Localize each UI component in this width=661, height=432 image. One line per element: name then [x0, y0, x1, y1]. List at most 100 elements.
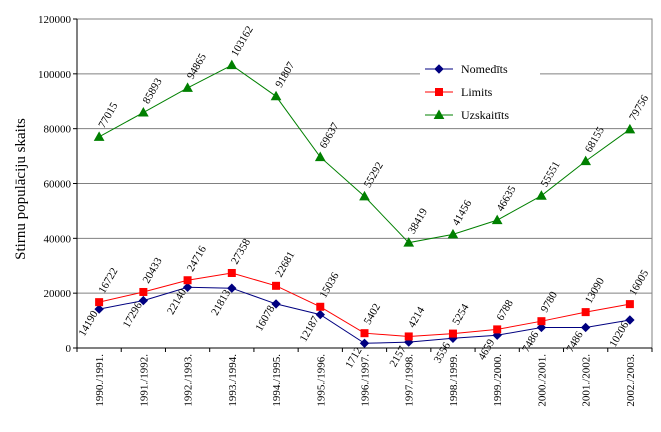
data-point [625, 300, 634, 309]
y-tick-label: 40000 [44, 233, 72, 245]
y-tick-label: 100000 [38, 69, 72, 81]
data-point [270, 90, 282, 101]
data-point [94, 304, 104, 314]
legend-label: Uzskaitīts [461, 108, 509, 122]
data-label: 5402 [362, 302, 383, 327]
data-point [536, 190, 547, 200]
y-tick-label: 20000 [44, 288, 72, 300]
data-point [227, 268, 236, 277]
data-point [182, 82, 193, 92]
data-point [581, 308, 590, 317]
data-label: 13090 [583, 275, 607, 305]
data-label: 22681 [273, 250, 297, 280]
data-point [625, 315, 635, 325]
data-label: 94865 [185, 51, 209, 81]
data-label: 41456 [450, 198, 474, 228]
data-label: 7486 [520, 329, 542, 354]
data-point [227, 283, 237, 293]
data-label: 38419 [406, 206, 430, 236]
data-label: 103162 [229, 24, 256, 59]
y-axis-ticks: 0 20000 40000 60000 80000 100000 120000 [38, 14, 77, 355]
data-point [315, 309, 325, 320]
data-point [360, 329, 369, 338]
data-label: 15036 [317, 270, 341, 300]
legend-marker [435, 88, 443, 96]
data-point [448, 329, 457, 338]
x-tick-label: 1993./1994. [227, 354, 239, 407]
data-point [359, 190, 370, 201]
data-point [493, 325, 502, 334]
legend-item: Limits [425, 85, 493, 99]
data-label: 55551 [539, 159, 563, 189]
x-tick-label: 1995./1996. [315, 354, 327, 407]
data-label: 69637 [317, 120, 341, 150]
legend-marker [433, 109, 445, 119]
series-line [98, 64, 631, 244]
data-point [271, 299, 281, 309]
x-tick-label: 2002./2003. [625, 354, 637, 407]
legend-label: Limits [461, 85, 493, 99]
data-label: 91807 [273, 60, 297, 90]
x-tick-label: 1992./1993. [183, 354, 195, 407]
data-point [491, 214, 503, 225]
data-label: 4214 [406, 304, 428, 329]
data-point [95, 298, 104, 307]
data-point [314, 151, 326, 162]
data-label: 16722 [96, 266, 120, 296]
y-tick-label: 0 [66, 343, 72, 355]
data-point [580, 155, 592, 166]
data-label: 6788 [494, 297, 516, 322]
y-tick-label: 80000 [44, 124, 72, 136]
data-point [137, 106, 149, 117]
data-label: 79756 [627, 93, 651, 123]
data-point [93, 131, 105, 141]
data-point [624, 123, 636, 134]
data-point [404, 332, 413, 341]
series-3: 77015 85893 94865 103162 91807 69637 55292 3841… [93, 24, 651, 247]
legend-marker [434, 64, 444, 74]
x-tick-label: 1997./1998. [404, 354, 416, 407]
data-point [138, 295, 149, 306]
data-label: 24716 [185, 243, 209, 273]
y-tick-label: 120000 [38, 14, 72, 26]
data-point [447, 228, 459, 239]
data-point [272, 281, 281, 290]
data-label: 5254 [450, 302, 472, 327]
data-label: 14190 [76, 308, 100, 338]
x-tick-label: 1994./1995. [271, 354, 283, 407]
x-tick-label: 2001./2002. [581, 354, 593, 407]
x-tick-label: 1991./1992. [138, 354, 150, 407]
data-label: 85893 [141, 76, 165, 106]
legend: Nomedīts Limits Uzskaitīts [420, 57, 540, 128]
data-point [182, 282, 193, 293]
data-label: 22140 [165, 286, 189, 316]
x-tick-label: 1996./1997. [360, 354, 372, 407]
x-axis-ticks: 1990./1991. 1991./1992. 1992./1993. 1993./1… [76, 348, 653, 407]
data-point [403, 237, 415, 247]
x-tick-label: 2000./2001. [536, 354, 548, 407]
data-label: 46635 [494, 183, 518, 213]
y-axis-title: Stirnu populāciju skaits [13, 118, 29, 260]
legend-label: Nomedīts [461, 62, 508, 76]
data-label: 27358 [229, 236, 253, 266]
data-point [537, 317, 546, 326]
data-label: 16078 [253, 303, 277, 333]
data-point [226, 59, 238, 70]
x-tick-label: 1998./1999. [448, 354, 460, 407]
data-point [183, 276, 192, 285]
data-label: 12187 [298, 314, 322, 344]
data-label: 55292 [362, 160, 386, 190]
x-tick-label: 1990./1991. [94, 354, 106, 407]
data-point [580, 322, 591, 333]
legend-item: Uzskaitīts [425, 108, 509, 122]
data-label: 21813 [209, 287, 233, 317]
x-tick-label: 1999./2000. [492, 354, 504, 407]
data-point [139, 287, 148, 296]
data-label: 20433 [141, 255, 165, 285]
legend-item: Nomedīts [425, 62, 508, 76]
y-tick-label: 60000 [44, 179, 72, 191]
data-label: 77015 [96, 100, 120, 130]
data-label: 7486 [564, 329, 586, 354]
